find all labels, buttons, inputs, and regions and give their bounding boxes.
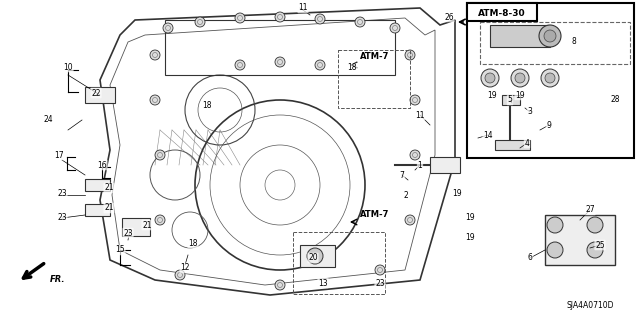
Circle shape bbox=[587, 217, 603, 233]
Text: 15: 15 bbox=[115, 246, 125, 255]
FancyBboxPatch shape bbox=[490, 25, 550, 47]
Circle shape bbox=[150, 50, 160, 60]
Text: ATM-8-30: ATM-8-30 bbox=[478, 9, 526, 18]
Circle shape bbox=[547, 217, 563, 233]
Circle shape bbox=[275, 280, 285, 290]
Circle shape bbox=[515, 73, 525, 83]
Text: 19: 19 bbox=[515, 91, 525, 100]
Circle shape bbox=[175, 270, 185, 280]
Circle shape bbox=[235, 13, 245, 23]
Text: 18: 18 bbox=[202, 100, 212, 109]
Circle shape bbox=[155, 215, 165, 225]
Text: 11: 11 bbox=[415, 110, 425, 120]
Text: 23: 23 bbox=[375, 278, 385, 287]
Text: 14: 14 bbox=[483, 130, 493, 139]
FancyBboxPatch shape bbox=[85, 87, 115, 103]
Text: 18: 18 bbox=[188, 239, 198, 248]
Text: 12: 12 bbox=[180, 263, 189, 272]
Text: 9: 9 bbox=[547, 121, 552, 130]
Text: 19: 19 bbox=[465, 213, 475, 222]
FancyBboxPatch shape bbox=[85, 179, 110, 191]
Text: 25: 25 bbox=[595, 241, 605, 249]
Text: 3: 3 bbox=[527, 108, 532, 116]
Text: 17: 17 bbox=[54, 151, 64, 160]
Text: 6: 6 bbox=[527, 254, 532, 263]
Circle shape bbox=[544, 30, 556, 42]
Text: 5: 5 bbox=[508, 95, 513, 105]
Circle shape bbox=[155, 150, 165, 160]
Text: ATM-7: ATM-7 bbox=[360, 210, 389, 219]
Text: SJA4A0710D: SJA4A0710D bbox=[566, 300, 614, 309]
Circle shape bbox=[195, 17, 205, 27]
Text: 19: 19 bbox=[452, 189, 462, 197]
Text: 8: 8 bbox=[572, 38, 577, 47]
FancyBboxPatch shape bbox=[467, 3, 537, 21]
Circle shape bbox=[163, 23, 173, 33]
Text: 24: 24 bbox=[43, 115, 53, 124]
Text: 23: 23 bbox=[123, 228, 133, 238]
Circle shape bbox=[481, 69, 499, 87]
Text: 19: 19 bbox=[487, 91, 497, 100]
Text: 7: 7 bbox=[399, 170, 404, 180]
Circle shape bbox=[410, 150, 420, 160]
Text: 23: 23 bbox=[57, 213, 67, 222]
Text: 10: 10 bbox=[63, 63, 73, 71]
Circle shape bbox=[539, 25, 561, 47]
Text: 22: 22 bbox=[92, 88, 100, 98]
Text: 13: 13 bbox=[318, 278, 328, 287]
Circle shape bbox=[315, 60, 325, 70]
FancyBboxPatch shape bbox=[85, 204, 110, 216]
Circle shape bbox=[390, 23, 400, 33]
FancyBboxPatch shape bbox=[545, 215, 615, 265]
Text: FR.: FR. bbox=[50, 276, 65, 285]
Text: 18: 18 bbox=[348, 63, 356, 72]
Circle shape bbox=[545, 73, 555, 83]
Text: ATM-7: ATM-7 bbox=[360, 52, 389, 61]
Text: 19: 19 bbox=[465, 234, 475, 242]
Circle shape bbox=[275, 12, 285, 22]
Circle shape bbox=[541, 69, 559, 87]
FancyBboxPatch shape bbox=[495, 140, 530, 150]
Text: 26: 26 bbox=[444, 12, 454, 21]
Circle shape bbox=[375, 265, 385, 275]
Text: 20: 20 bbox=[308, 254, 318, 263]
FancyBboxPatch shape bbox=[122, 218, 150, 236]
Text: 21: 21 bbox=[104, 204, 114, 212]
Circle shape bbox=[485, 73, 495, 83]
Text: 16: 16 bbox=[97, 160, 107, 169]
Circle shape bbox=[547, 242, 563, 258]
Text: 28: 28 bbox=[611, 95, 620, 105]
Text: 27: 27 bbox=[585, 205, 595, 214]
Text: 1: 1 bbox=[418, 160, 422, 169]
Text: 23: 23 bbox=[57, 189, 67, 197]
Circle shape bbox=[587, 242, 603, 258]
Circle shape bbox=[235, 60, 245, 70]
Circle shape bbox=[307, 248, 323, 264]
Circle shape bbox=[150, 95, 160, 105]
Circle shape bbox=[315, 14, 325, 24]
Text: 4: 4 bbox=[525, 138, 529, 147]
Text: 21: 21 bbox=[142, 220, 152, 229]
Text: 21: 21 bbox=[104, 183, 114, 192]
FancyBboxPatch shape bbox=[502, 95, 520, 105]
Text: 11: 11 bbox=[298, 4, 308, 12]
Circle shape bbox=[275, 57, 285, 67]
Circle shape bbox=[405, 215, 415, 225]
FancyBboxPatch shape bbox=[467, 3, 634, 158]
Circle shape bbox=[405, 50, 415, 60]
Circle shape bbox=[511, 69, 529, 87]
FancyBboxPatch shape bbox=[430, 157, 460, 173]
Circle shape bbox=[410, 95, 420, 105]
Text: 2: 2 bbox=[404, 190, 408, 199]
Circle shape bbox=[355, 17, 365, 27]
FancyBboxPatch shape bbox=[300, 245, 335, 267]
